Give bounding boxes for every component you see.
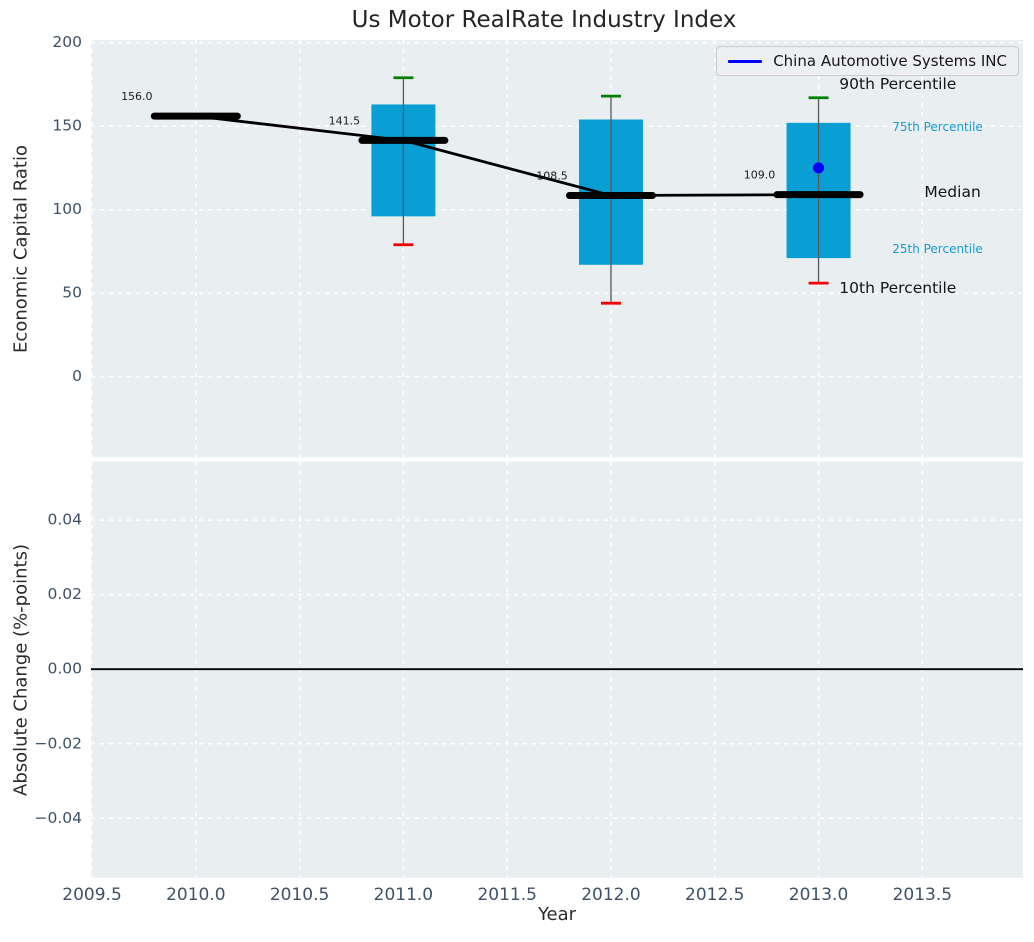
median-value-label: 109.0 xyxy=(744,169,776,182)
y-tick-label-top: 200 xyxy=(52,33,82,51)
x-tick-label: 2009.5 xyxy=(62,885,121,905)
y-tick-label-bottom: 0.04 xyxy=(47,511,82,529)
annotation-median: Median xyxy=(924,183,981,202)
y-tick-label-top: 150 xyxy=(52,117,82,135)
y-axis-label-top: Economic Capital Ratio xyxy=(10,145,32,353)
y-tick-label-top: 0 xyxy=(72,367,82,385)
y-axis-label-bottom: Absolute Change (%-points) xyxy=(10,544,32,796)
legend-line-swatch xyxy=(728,59,763,63)
y-tick-label-bottom: 0.02 xyxy=(47,585,82,603)
x-axis-label: Year xyxy=(537,904,577,925)
annotation-25th-percentile: 25th Percentile xyxy=(892,241,983,256)
x-tick-label: 2013.5 xyxy=(893,885,952,905)
median-value-label: 141.5 xyxy=(329,114,361,127)
annotation-10th-percentile: 10th Percentile xyxy=(839,279,957,298)
y-tick-label-top: 50 xyxy=(62,284,82,302)
x-tick-label: 2012.0 xyxy=(581,885,640,905)
x-tick-label: 2013.0 xyxy=(789,885,848,905)
median-connector xyxy=(195,114,819,197)
median-value-label: 108.5 xyxy=(536,169,568,182)
legend-label: China Automotive Systems INC xyxy=(773,52,1007,70)
annotation-75th-percentile: 75th Percentile xyxy=(892,120,983,134)
y-tick-label-bottom: 0.00 xyxy=(47,660,82,678)
y-tick-label-bottom: −0.02 xyxy=(35,734,83,752)
y-tick-label-top: 100 xyxy=(52,200,82,218)
legend: China Automotive Systems INC xyxy=(716,46,1019,76)
chart-title: Us Motor RealRate Industry Index xyxy=(351,7,737,33)
company-point xyxy=(813,162,825,174)
annotation-90th-percentile: 90th Percentile xyxy=(839,75,957,94)
x-tick-label: 2011.0 xyxy=(374,885,433,905)
x-tick-label: 2010.0 xyxy=(166,885,225,905)
x-tick-label: 2011.5 xyxy=(477,885,536,905)
x-tick-label: 2012.5 xyxy=(685,885,744,905)
median-value-label: 156.0 xyxy=(121,90,153,103)
x-tick-label: 2010.5 xyxy=(270,885,329,905)
y-tick-label-bottom: −0.04 xyxy=(35,809,83,827)
top-panel xyxy=(91,40,1023,458)
